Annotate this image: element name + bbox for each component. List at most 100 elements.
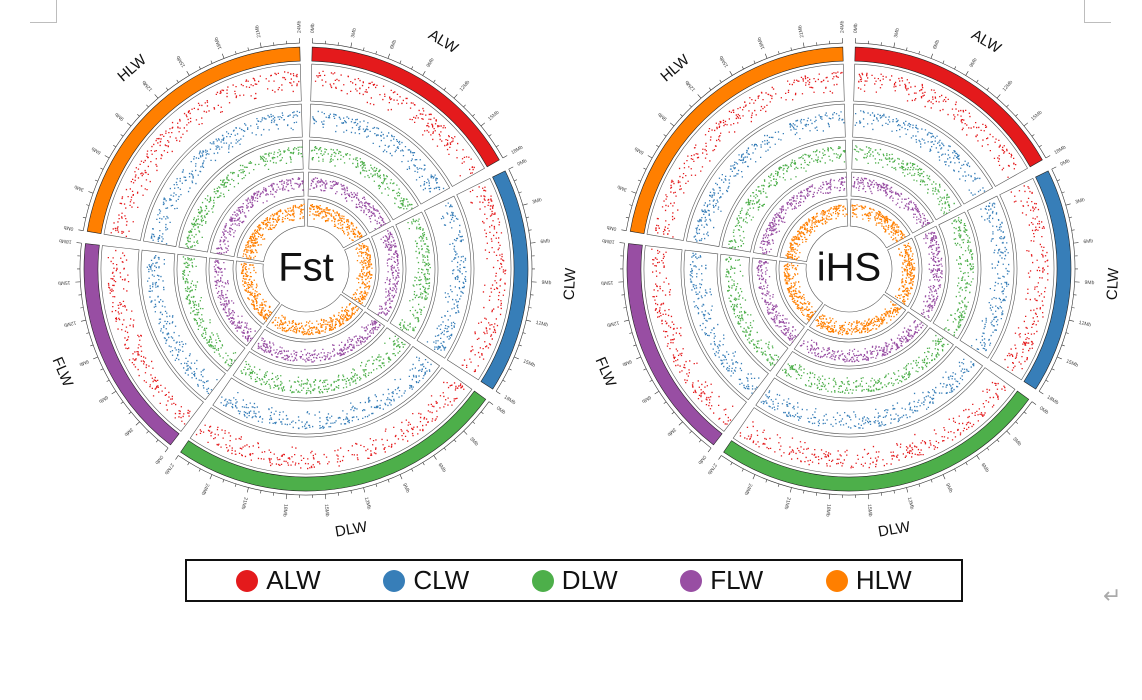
tick-mark [93,357,98,359]
tick-mark [112,391,116,394]
tick-label: 12Mb [684,79,697,93]
chromosome-label-dlw: DLW [334,518,369,540]
tick-mark [1066,204,1071,205]
tick-mark [1057,357,1062,359]
tick-mark [137,114,139,116]
legend-dot-dlw [532,570,554,592]
tick-mark [529,308,532,309]
legend-dot-alw [236,570,258,592]
tick-mark [129,412,131,414]
tick-mark [1072,308,1075,309]
tick-label: 6Mb [437,462,448,474]
legend-label-alw: ALW [266,565,320,596]
tick-mark [689,105,691,107]
tick-label: 18Mb [1053,144,1067,155]
tick-mark [260,490,261,493]
tick-label: 9Mb [944,483,954,495]
tick-label: 24Mb [839,20,845,33]
tick-mark [136,422,140,425]
tick-label: 27Mb [706,462,718,476]
tick-label: 3Mb [532,197,543,206]
tick-label: 9Mb [969,57,979,69]
tick-mark [473,114,475,116]
tick-mark [778,484,779,487]
tick-label: 6Mb [97,394,109,404]
tick-label: 15Mb [175,54,187,68]
tick-mark [664,134,666,136]
tick-mark [906,48,907,51]
legend-label-flw: FLW [710,565,763,596]
tick-mark [638,180,641,181]
tick-label: 6Mb [980,462,991,474]
tick-mark [519,192,522,193]
tick-mark [529,230,532,231]
tick-mark [77,243,82,244]
tick-mark [689,431,691,433]
tick-mark [1046,156,1050,158]
tick-label: 15Mb [718,54,730,68]
tick-label: 3Mb [350,27,358,38]
tick-mark [1069,320,1074,321]
tick-mark [400,475,402,480]
chromosome-label-clw: CLW [1104,267,1123,301]
tick-mark [765,54,767,59]
tick-mark [526,217,529,218]
tick-mark [636,357,641,359]
tick-label: 3Mb [1075,197,1086,206]
tick-mark [931,480,932,483]
track-frame [342,238,376,307]
tick-mark [648,156,652,158]
tick-label: 18Mb [281,504,288,517]
tick-mark [1024,123,1028,126]
tick-mark [731,462,733,465]
tick-mark [1074,243,1079,244]
tick-mark [1039,391,1043,394]
tick-mark [987,448,989,450]
tick-label: 0Mb [1038,405,1050,416]
tick-mark [679,422,683,425]
tick-label: 12Mb [1002,79,1015,93]
tick-mark [364,488,365,493]
tick-mark [1066,333,1069,334]
chromosome-label-alw: ALW [968,26,1004,57]
tick-mark [621,230,626,231]
tick-mark [791,48,792,51]
tick-mark [778,51,779,54]
tick-label: 15Mb [866,504,873,517]
tick-mark [523,204,528,205]
tick-mark [1046,380,1049,381]
tick-mark [629,205,632,206]
tick-label: 27Mb [163,462,175,476]
tick-mark [1062,345,1065,346]
chromosome-label-alw: ALW [425,26,461,57]
tick-label: 24Mb [296,20,302,33]
tick-mark [177,80,179,82]
tick-mark [464,431,467,435]
legend-item-dlw: DLW [532,565,618,596]
tick-mark [943,475,945,480]
chromosome-label-flw: FLW [49,355,77,391]
chromosome-label-flw: FLW [592,355,620,391]
tick-mark [626,217,629,218]
tick-label: 15Mb [487,110,501,123]
tick-mark [1024,412,1026,414]
tick-label: 15Mb [323,504,330,517]
tick-mark [454,94,457,98]
center-label: iHS [817,246,881,290]
tick-mark [680,114,682,116]
tick-mark [166,88,168,90]
tick-label: 21Mb [782,496,791,510]
tick-label: 6Mb [540,238,551,245]
tick-label: 18Mb [756,36,766,50]
tick-mark [803,43,804,48]
tick-mark [987,88,989,90]
tick-mark [1057,180,1060,181]
tick-mark [175,455,178,459]
tick-mark [156,440,158,442]
tick-mark [708,448,711,452]
tick-mark [481,123,485,126]
tick-label: 18Mb [503,394,517,406]
tick-mark [388,480,389,483]
tick-mark [1052,369,1055,370]
